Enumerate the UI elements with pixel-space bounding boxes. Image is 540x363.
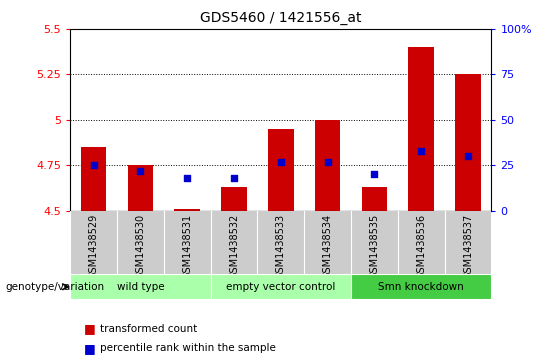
Bar (455, 74, 481, 211)
Bar (70, 274, 211, 299)
Bar (174, 209, 200, 211)
Text: GSM1438534: GSM1438534 (322, 214, 333, 279)
Bar (268, 129, 294, 211)
Text: genotype/variation: genotype/variation (5, 282, 105, 292)
Text: percentile rank within the sample: percentile rank within the sample (100, 343, 276, 354)
Bar (408, 47, 434, 211)
Text: GSM1438536: GSM1438536 (416, 214, 426, 279)
Text: ■: ■ (84, 342, 96, 355)
Bar (362, 187, 387, 211)
Bar (315, 120, 341, 211)
Point (464, 153, 472, 159)
Point (370, 171, 379, 177)
Text: GSM1438535: GSM1438535 (369, 214, 380, 279)
Text: ■: ■ (84, 322, 96, 335)
Text: Smn knockdown: Smn knockdown (379, 282, 464, 292)
Bar (351, 274, 491, 299)
Point (230, 175, 238, 181)
Point (323, 159, 332, 164)
Text: transformed count: transformed count (100, 323, 197, 334)
Bar (81, 147, 106, 211)
Point (89, 162, 98, 168)
Point (276, 159, 285, 164)
Text: GSM1438532: GSM1438532 (229, 214, 239, 279)
Text: empty vector control: empty vector control (226, 282, 335, 292)
Text: GSM1438529: GSM1438529 (89, 214, 99, 279)
Text: GSM1438530: GSM1438530 (136, 214, 145, 279)
Bar (211, 274, 351, 299)
Bar (127, 165, 153, 211)
Text: GSM1438533: GSM1438533 (276, 214, 286, 279)
Point (183, 175, 192, 181)
Title: GDS5460 / 1421556_at: GDS5460 / 1421556_at (200, 11, 362, 25)
Text: wild type: wild type (117, 282, 164, 292)
Point (417, 148, 426, 154)
Bar (221, 187, 247, 211)
Text: GSM1438537: GSM1438537 (463, 214, 473, 279)
Text: GSM1438531: GSM1438531 (182, 214, 192, 279)
Point (136, 168, 145, 174)
